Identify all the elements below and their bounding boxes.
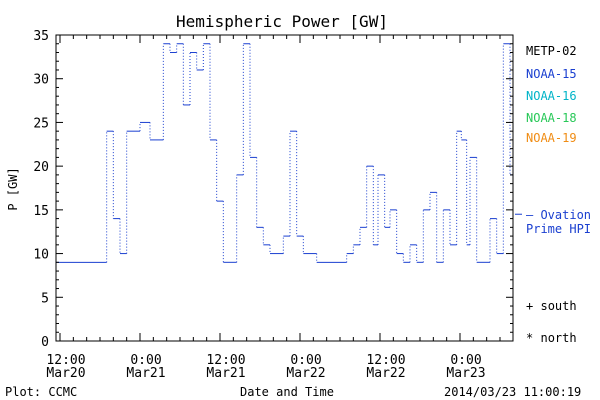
legend-entry-noaa-18: NOAA-18 — [526, 111, 577, 125]
legend-entry-noaa-19: NOAA-19 — [526, 131, 577, 145]
x-tick-time-label: 0:00 — [450, 353, 481, 368]
south-symbol: + — [526, 299, 534, 313]
y-tick-label: 20 — [33, 160, 49, 175]
x-tick-time-label: 12:00 — [46, 353, 85, 368]
south-label: south — [540, 299, 577, 313]
y-tick-label: 15 — [33, 204, 49, 219]
x-tick-date-label: Mar23 — [446, 366, 485, 381]
plot-credit: Plot: CCMC — [5, 385, 78, 399]
x-tick-date-label: Mar21 — [126, 366, 165, 381]
x-axis-label: Date and Time — [240, 385, 334, 399]
y-tick-label: 35 — [33, 29, 49, 44]
y-tick-label: 10 — [33, 248, 49, 263]
south-marker-key: + south — [526, 299, 577, 313]
x-tick-date-label: Mar21 — [206, 366, 245, 381]
x-tick-time-label: 0:00 — [290, 353, 321, 368]
y-axis-label: P [GW] — [6, 167, 20, 210]
x-tick-date-label: Mar22 — [366, 366, 405, 381]
north-marker-key: * north — [526, 331, 577, 345]
plot-frame — [55, 34, 514, 342]
y-tick-label: 25 — [33, 116, 49, 131]
y-tick-label: 0 — [41, 335, 49, 350]
plot-timestamp: 2014/03/23 11:00:19 — [444, 385, 582, 399]
north-symbol: * — [526, 331, 534, 345]
y-tick-label: 30 — [33, 73, 49, 88]
ovation-prime-hpi-label: — Ovation Prime HPI — [526, 208, 592, 236]
legend-entry-noaa-15: NOAA-15 — [526, 67, 577, 81]
x-tick-time-label: 0:00 — [130, 353, 161, 368]
x-tick-date-label: Mar20 — [46, 366, 85, 381]
x-tick-date-label: Mar22 — [286, 366, 325, 381]
x-tick-time-label: 12:00 — [206, 353, 245, 368]
x-tick-time-label: 12:00 — [366, 353, 405, 368]
north-label: north — [540, 331, 577, 345]
chart-title: Hemispheric Power [GW] — [176, 12, 388, 31]
y-tick-label: 5 — [41, 291, 49, 306]
legend-entry-noaa-16: NOAA-16 — [526, 89, 577, 103]
legend-entry-metp-02: METP-02 — [526, 44, 577, 58]
